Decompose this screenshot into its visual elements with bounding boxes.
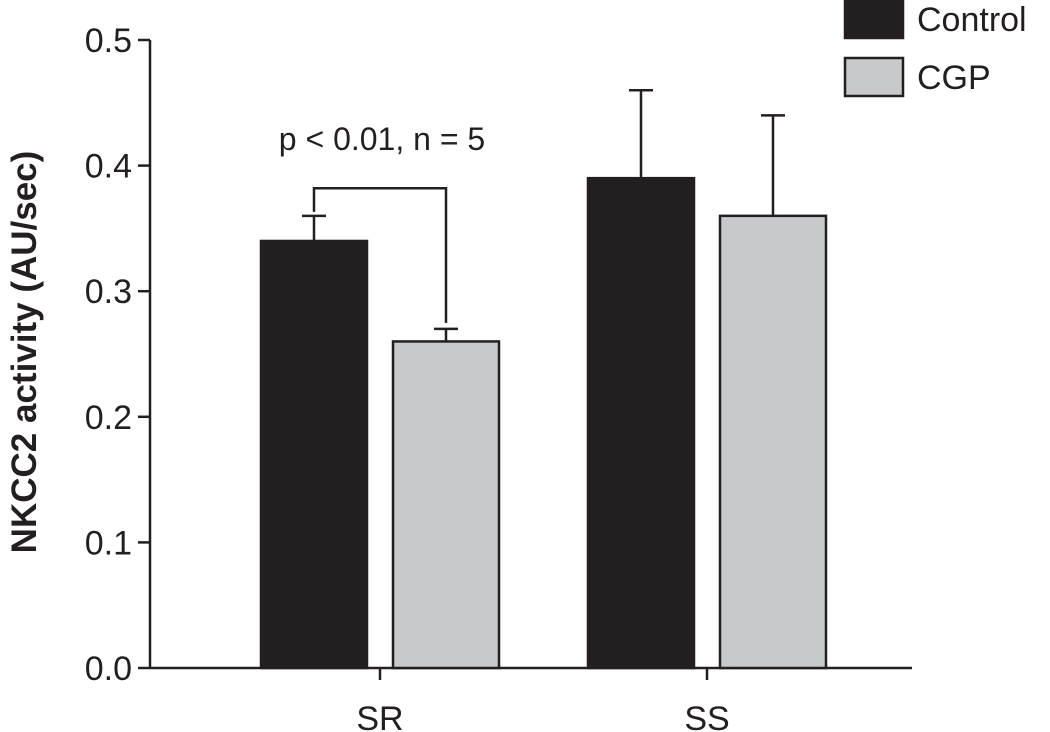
bars — [259, 176, 828, 670]
y-axis: 0.0 0.1 0.2 0.3 0.4 0.5 — [85, 22, 152, 688]
legend-swatch-control — [843, 0, 905, 40]
y-axis-label: NKCC2 activity (AU/sec) — [5, 151, 44, 554]
y-tick-label: 0.2 — [85, 399, 132, 437]
bar-control-ss — [586, 176, 696, 670]
bar-cgp-sr — [391, 340, 501, 670]
significance-annotation: p < 0.01, n = 5 — [279, 121, 485, 323]
legend-label-cgp: CGP — [917, 59, 991, 97]
significance-label: p < 0.01, n = 5 — [279, 121, 485, 157]
legend-label-control: Control — [917, 1, 1027, 39]
error-bars — [302, 88, 785, 342]
x-tick-label: SR — [356, 700, 403, 732]
significance-bracket — [312, 186, 448, 323]
x-axis: SR SS — [150, 666, 912, 732]
bar-control-sr — [259, 239, 369, 670]
y-tick-label: 0.0 — [85, 650, 132, 688]
y-tick-label: 0.1 — [85, 524, 132, 562]
y-tick-label: 0.4 — [85, 148, 132, 186]
legend-swatch-cgp — [843, 56, 905, 98]
bar-cgp-ss — [718, 214, 828, 670]
y-tick-label: 0.5 — [85, 22, 132, 60]
y-tick-label: 0.3 — [85, 273, 132, 311]
x-tick-label: SS — [684, 700, 729, 732]
legend: Control CGP — [843, 0, 1027, 98]
